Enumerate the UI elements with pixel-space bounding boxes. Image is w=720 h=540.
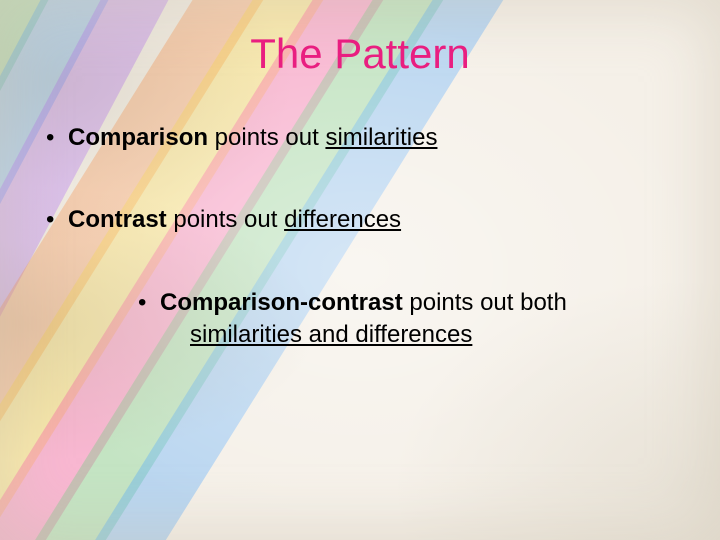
bullet-underline: similarities <box>325 124 437 151</box>
bullet-item-nested: Comparison-contrast points out both simi… <box>132 287 680 352</box>
bullet-bold: Contrast <box>68 206 167 233</box>
bullet-list: Comparison points out similarities Contr… <box>40 122 680 352</box>
bullet-bold: Comparison-contrast <box>160 289 403 316</box>
slide-content: The Pattern Comparison points out simila… <box>0 0 720 382</box>
slide-title: The Pattern <box>40 30 680 78</box>
bullet-item: Contrast points out differences <box>40 204 680 236</box>
bullet-underline: similarities and differences <box>190 321 472 348</box>
bullet-text: points out <box>167 206 284 233</box>
bullet-underline: differences <box>284 206 401 233</box>
bullet-text: points out <box>208 124 325 151</box>
bullet-text: points out both <box>403 289 567 316</box>
bullet-item: Comparison points out similarities <box>40 122 680 154</box>
bullet-bold: Comparison <box>68 124 208 151</box>
